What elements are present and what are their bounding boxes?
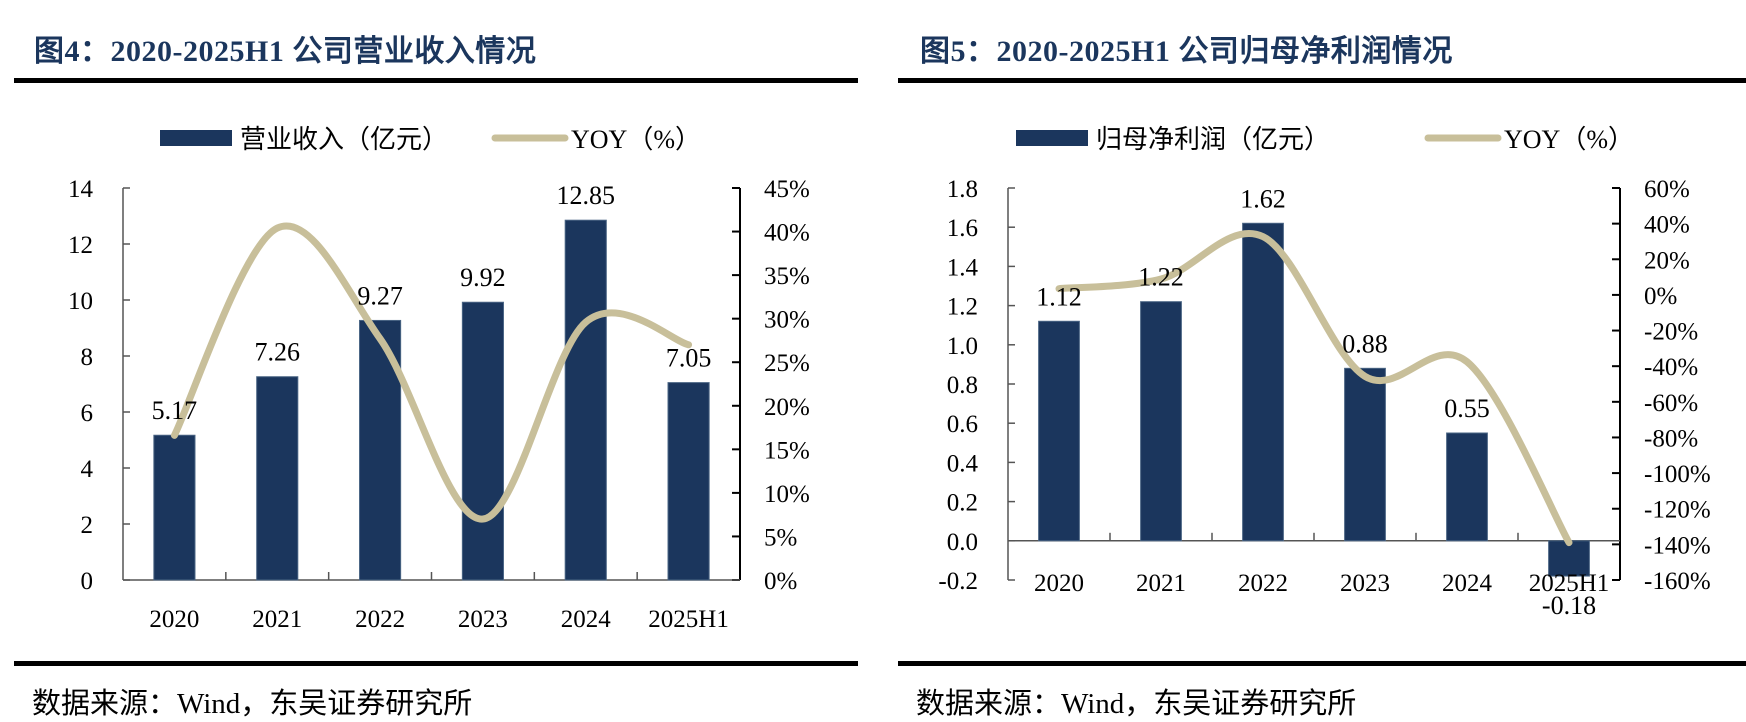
fig5-left-tick-label: 1.0: [947, 333, 978, 360]
fig4-right-tick-label: 0%: [764, 568, 797, 595]
fig4-left-tick-label: 2: [81, 512, 94, 539]
fig5-left-tick-label: -0.2: [938, 568, 978, 595]
fig4-left-tick-label: 6: [81, 400, 94, 427]
fig5-x-label: 2020: [1034, 570, 1084, 597]
fig4-legend-bar-swatch: [160, 130, 232, 146]
fig4-data-label: 5.17: [152, 396, 198, 425]
fig4-right-tick-label: 20%: [764, 394, 810, 421]
fig5-legend-line-label: YOY（%）: [1504, 125, 1634, 154]
fig5-right-tick-label: 60%: [1644, 176, 1690, 203]
fig5-bar-2022: [1242, 222, 1284, 542]
fig4-x-label: 2021: [252, 606, 302, 633]
fig4-bar-2021: [256, 376, 299, 581]
figure-5-top-rule: [898, 78, 1746, 83]
fig5-yoy-line: [1055, 230, 1573, 547]
fig5-data-label: 1.22: [1138, 263, 1184, 292]
fig4-bar-2024: [564, 219, 607, 581]
fig4-legend-bar-label: 营业收入（亿元）: [240, 125, 448, 154]
fig5-bar-2025H1: [1548, 540, 1590, 577]
fig5-right-tick-label: 20%: [1644, 247, 1690, 274]
figure-5-title: 图5：2020-2025H1 公司归母净利润情况: [920, 35, 1453, 68]
fig5-right-tick-label: -40%: [1644, 354, 1698, 381]
fig4-right-tick-label: 15%: [764, 437, 810, 464]
fig5-legend-bar-swatch: [1016, 130, 1088, 146]
fig5-right-tick-label: 40%: [1644, 212, 1690, 239]
figure-4-bottom-rule: [14, 661, 858, 666]
fig5-right-tick-label: 0%: [1644, 283, 1677, 310]
fig4-left-tick-label: 14: [68, 176, 94, 203]
fig4-data-label: 12.85: [557, 181, 616, 210]
fig4-bar-2020: [153, 434, 196, 581]
figure-5-source: 数据来源：Wind，东吴证券研究所: [916, 688, 1357, 720]
fig5-left-tick-label: 0.6: [947, 411, 978, 438]
figure-4-top-rule: [14, 78, 858, 83]
fig4-right-tick-label: 5%: [764, 524, 797, 551]
fig4-right-tick-label: 45%: [764, 176, 810, 203]
fig4-data-label: 9.92: [460, 263, 506, 292]
fig4-right-tick-label: 35%: [764, 263, 810, 290]
fig5-data-label: 1.62: [1240, 184, 1286, 213]
fig4-right-tick-label: 25%: [764, 350, 810, 377]
fig5-data-label: -0.18: [1542, 591, 1596, 620]
fig5-left-tick-label: 0.0: [947, 529, 978, 556]
fig4-data-label: 7.05: [666, 344, 712, 373]
fig4-data-label: 9.27: [357, 281, 403, 310]
fig4-x-label: 2024: [561, 606, 612, 633]
fig5-bar-2023: [1344, 367, 1386, 542]
fig5-x-label: 2021: [1136, 570, 1186, 597]
fig5-left-tick-label: 1.2: [947, 294, 978, 321]
fig5-left-tick-label: 0.8: [947, 372, 978, 399]
fig5-data-label: 1.12: [1036, 282, 1082, 311]
fig5-right-tick-label: -60%: [1644, 390, 1698, 417]
fig5-bar-2024: [1446, 432, 1488, 542]
fig5-bar-2021: [1140, 301, 1182, 542]
fig5-left-tick-label: 1.6: [947, 215, 978, 242]
fig4-data-label: 7.26: [255, 338, 301, 367]
fig5-data-label: 0.55: [1444, 394, 1490, 423]
fig4-bar-2025H1: [667, 382, 710, 581]
fig5-left-tick-label: 1.4: [947, 254, 979, 281]
fig4-right-tick-label: 40%: [764, 220, 810, 247]
fig4-yoy-line: [170, 222, 693, 523]
fig4-x-label: 2020: [149, 606, 199, 633]
fig4-left-tick-label: 0: [81, 568, 94, 595]
fig4-left-tick-label: 10: [68, 288, 93, 315]
fig4-x-label: 2022: [355, 606, 405, 633]
fig5-x-label: 2025H1: [1529, 570, 1610, 597]
fig4-left-tick-label: 8: [81, 344, 94, 371]
fig5-bar-2020: [1038, 320, 1080, 542]
fig5-right-tick-label: -80%: [1644, 425, 1698, 452]
fig5-right-tick-label: -160%: [1644, 568, 1711, 595]
fig4-left-tick-label: 12: [68, 232, 93, 259]
figure-4-source: 数据来源：Wind，东吴证券研究所: [32, 688, 473, 720]
fig5-left-tick-label: 1.8: [947, 176, 978, 203]
fig4-legend-line-label: YOY（%）: [571, 125, 701, 154]
fig5-right-tick-label: -100%: [1644, 461, 1711, 488]
fig5-x-label: 2022: [1238, 570, 1288, 597]
figure-4-title: 图4：2020-2025H1 公司营业收入情况: [34, 35, 537, 68]
fig5-left-tick-label: 0.4: [947, 450, 979, 477]
fig4-right-tick-label: 30%: [764, 307, 810, 334]
fig5-right-tick-label: -20%: [1644, 319, 1698, 346]
fig4-x-label: 2025H1: [648, 606, 729, 633]
fig5-left-tick-label: 0.2: [947, 490, 978, 517]
fig4-x-label: 2023: [458, 606, 508, 633]
fig5-x-label: 2023: [1340, 570, 1390, 597]
fig5-right-tick-label: -120%: [1644, 497, 1711, 524]
fig5-right-tick-label: -140%: [1644, 532, 1711, 559]
fig5-legend-bar-label: 归母净利润（亿元）: [1096, 125, 1330, 154]
fig5-data-label: 0.88: [1342, 329, 1388, 358]
fig4-bar-2023: [461, 301, 504, 581]
fig5-x-label: 2024: [1442, 570, 1493, 597]
figure-5-bottom-rule: [898, 661, 1746, 666]
fig4-right-tick-label: 10%: [764, 481, 810, 508]
fig4-left-tick-label: 4: [81, 456, 94, 483]
